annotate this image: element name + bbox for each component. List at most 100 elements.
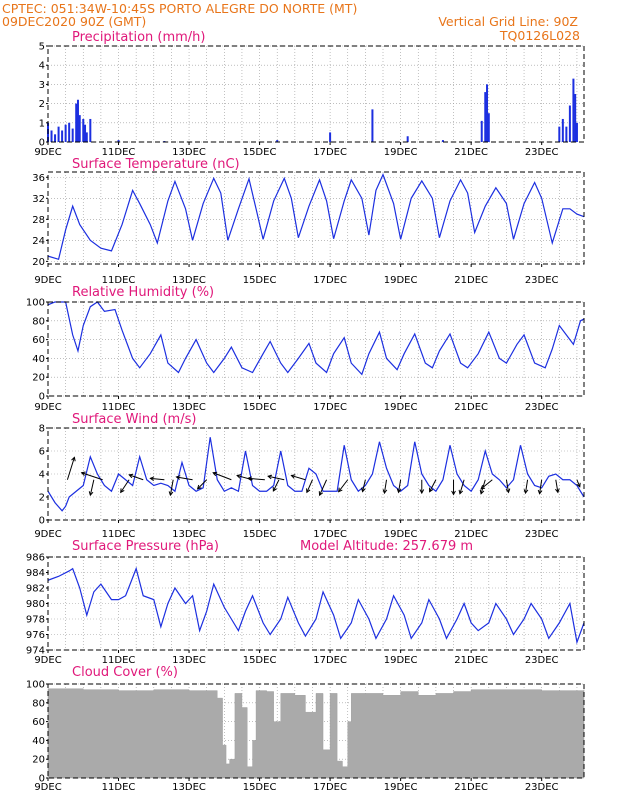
panel-frame xyxy=(47,683,585,779)
wind-vector xyxy=(291,475,306,481)
wind-vector-head xyxy=(247,476,252,481)
panel-title: Surface Pressure (hPa) xyxy=(72,539,219,554)
x-tick-label: 13DEC xyxy=(172,782,206,793)
series-line xyxy=(47,566,585,645)
x-tick-label: 13DEC xyxy=(172,655,206,666)
wind-vector xyxy=(129,474,144,481)
precip-bar xyxy=(89,118,92,142)
y-tick-label: 36 xyxy=(32,173,45,184)
wind-vector-head xyxy=(361,487,366,493)
y-tick-label: 2 xyxy=(39,493,45,504)
wind-vector xyxy=(248,477,265,481)
wind-vector-head xyxy=(236,474,242,479)
precip-bar xyxy=(64,124,67,142)
y-tick-label: 0 xyxy=(39,516,45,527)
precip-bar xyxy=(572,78,575,142)
y-tick-label: 978 xyxy=(26,615,45,626)
precip-bar xyxy=(480,120,483,142)
series-line xyxy=(47,437,585,512)
y-tick-label: 60 xyxy=(32,335,45,346)
wind-vector-head xyxy=(128,473,134,479)
wind-vector-head xyxy=(318,491,324,497)
x-tick-label: 15DEC xyxy=(243,529,277,540)
x-tick-label: 17DEC xyxy=(313,529,347,540)
precip-bar xyxy=(276,140,279,142)
wind-vector xyxy=(66,457,75,480)
panel-title: Precipitation (mm/h) xyxy=(72,30,205,45)
wind-vector-head xyxy=(505,488,511,494)
wind-vector-head xyxy=(458,489,464,495)
y-tick-label: 100 xyxy=(26,298,45,309)
wind-vector-head xyxy=(479,489,485,495)
x-tick-label: 23DEC xyxy=(525,147,559,158)
x-tick-label: 21DEC xyxy=(454,402,488,413)
x-tick-label: 23DEC xyxy=(525,402,559,413)
y-tick-label: 0 xyxy=(39,138,45,149)
y-tick-label: 80 xyxy=(32,698,45,709)
x-tick-label: 23DEC xyxy=(525,655,559,666)
wind-vector xyxy=(176,476,193,481)
wind-vector-head xyxy=(80,471,86,477)
wind-vector-head xyxy=(168,491,174,497)
wind-vector-head xyxy=(149,476,155,482)
precip-bar xyxy=(84,124,87,142)
x-tick-label: 13DEC xyxy=(172,402,206,413)
precip-bar xyxy=(568,105,571,142)
precip-bar xyxy=(57,126,60,142)
precip-bar xyxy=(50,130,53,142)
precip-bar xyxy=(486,84,489,142)
y-tick-label: 4 xyxy=(39,470,45,481)
header-grid-line: Vertical Grid Line: 90Z xyxy=(438,14,578,29)
x-tick-label: 21DEC xyxy=(454,529,488,540)
precip-bar xyxy=(117,140,120,142)
wind-vector xyxy=(169,479,174,496)
panel-6: 0 20 40 60 80 100 9DEC 11DEC 13DEC 15DEC 17DEC 19DE… xyxy=(26,665,585,793)
wind-vector-head xyxy=(576,482,581,488)
x-tick-label: 17DEC xyxy=(313,655,347,666)
wind-vector-head xyxy=(523,489,529,495)
x-tick-label: 9DEC xyxy=(34,782,61,793)
panel-title: Cloud Cover (%) xyxy=(72,665,178,680)
x-tick-label: 15DEC xyxy=(243,402,277,413)
y-tick-label: 32 xyxy=(32,194,45,205)
x-tick-label: 17DEC xyxy=(313,275,347,286)
x-tick-label: 11DEC xyxy=(102,275,136,286)
x-tick-label: 11DEC xyxy=(102,402,136,413)
wind-vector-head xyxy=(88,491,94,497)
wind-vector-head xyxy=(451,490,456,496)
wind-vector xyxy=(81,472,103,481)
wind-vector xyxy=(150,477,165,481)
x-tick-label: 19DEC xyxy=(384,782,418,793)
panel-frame xyxy=(47,45,585,143)
wind-vector xyxy=(268,475,285,481)
wind-vector-head xyxy=(396,488,402,494)
precip-bar xyxy=(561,118,564,142)
y-tick-label: 24 xyxy=(32,236,45,247)
precip-bar xyxy=(85,132,88,142)
y-tick-label: 0 xyxy=(39,392,45,403)
precip-bar xyxy=(76,99,79,142)
x-tick-label: 13DEC xyxy=(172,529,206,540)
wind-vector-head xyxy=(338,487,343,493)
y-tick-label: 28 xyxy=(32,215,45,226)
x-tick-label: 19DEC xyxy=(384,529,418,540)
x-tick-label: 17DEC xyxy=(313,147,347,158)
wind-vector-head xyxy=(555,488,560,494)
x-tick-label: 13DEC xyxy=(172,275,206,286)
x-tick-label: 23DEC xyxy=(525,782,559,793)
x-tick-label: 23DEC xyxy=(525,529,559,540)
wind-vector xyxy=(197,479,208,490)
wind-vector xyxy=(576,479,581,487)
panels: 0 1 2 3 4 5 9DEC 11DEC 13DEC 15DEC 17DEC 19DEC 21DEC… xyxy=(26,30,585,793)
x-tick-label: 21DEC xyxy=(454,275,488,286)
wind-vector-head xyxy=(382,489,388,495)
y-tick-label: 20 xyxy=(32,373,45,384)
y-tick-label: 8 xyxy=(39,424,45,435)
panel-title: Surface Wind (m/s) xyxy=(72,412,196,427)
wind-vector xyxy=(383,479,388,494)
y-tick-label: 1 xyxy=(39,118,45,129)
y-tick-label: 984 xyxy=(26,568,45,579)
wind-vector xyxy=(429,479,437,492)
wind-vector xyxy=(89,479,95,496)
